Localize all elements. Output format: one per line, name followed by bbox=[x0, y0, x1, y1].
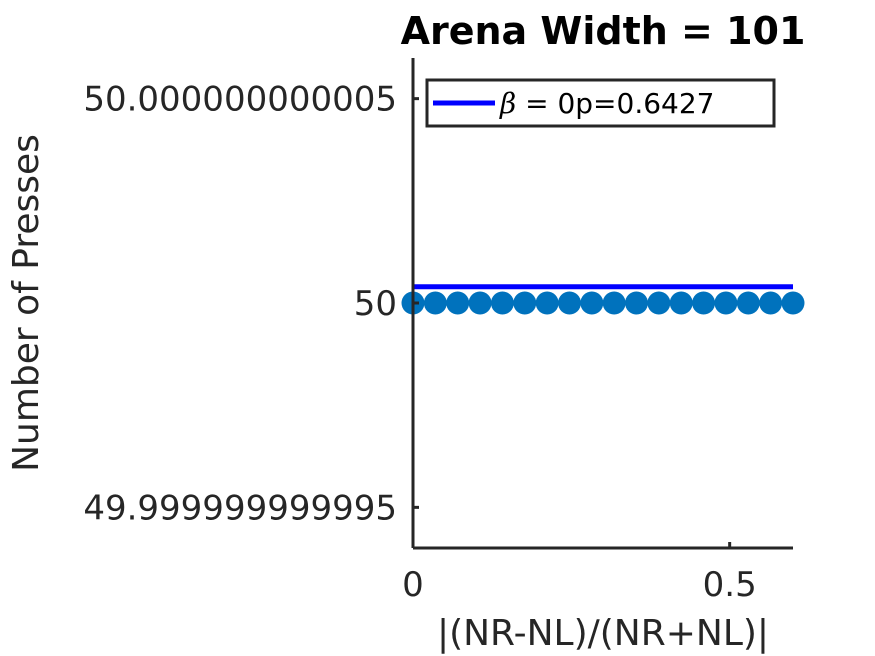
legend: β = 0p=0.6427 bbox=[425, 78, 776, 128]
y-ticks: 49.999999999995 50 50.000000000005 bbox=[83, 80, 419, 528]
data-point bbox=[602, 291, 626, 315]
legend-box bbox=[425, 78, 776, 128]
data-point bbox=[535, 291, 559, 315]
legend-label-text: = 0p=0.6427 bbox=[516, 87, 714, 120]
data-point bbox=[781, 291, 805, 315]
data-point bbox=[736, 291, 760, 315]
chart-title: Arena Width = 101 bbox=[401, 9, 806, 53]
data-point bbox=[647, 291, 671, 315]
legend-label: β = 0p=0.6427 bbox=[499, 87, 714, 120]
x-tick-label: 0.5 bbox=[703, 565, 757, 605]
y-tick-label: 50.000000000005 bbox=[83, 80, 397, 120]
plot-marks bbox=[401, 284, 805, 315]
data-point bbox=[580, 291, 604, 315]
y-tick-label: 49.999999999995 bbox=[83, 488, 397, 528]
data-point bbox=[490, 291, 514, 315]
data-point bbox=[669, 291, 693, 315]
data-point bbox=[423, 291, 447, 315]
data-point bbox=[759, 291, 783, 315]
data-point bbox=[513, 291, 537, 315]
y-tick-label: 50 bbox=[354, 284, 397, 324]
x-axis-label: |(NR-NL)/(NR+NL)| bbox=[437, 613, 769, 654]
data-point bbox=[692, 291, 716, 315]
x-tick-label: 0 bbox=[402, 565, 424, 605]
x-ticks: 0 0.5 bbox=[402, 542, 757, 605]
data-point bbox=[714, 291, 738, 315]
data-point bbox=[625, 291, 649, 315]
data-point bbox=[468, 291, 492, 315]
y-axis-label: Number of Presses bbox=[6, 134, 47, 472]
data-point bbox=[557, 291, 581, 315]
data-point bbox=[446, 291, 470, 315]
